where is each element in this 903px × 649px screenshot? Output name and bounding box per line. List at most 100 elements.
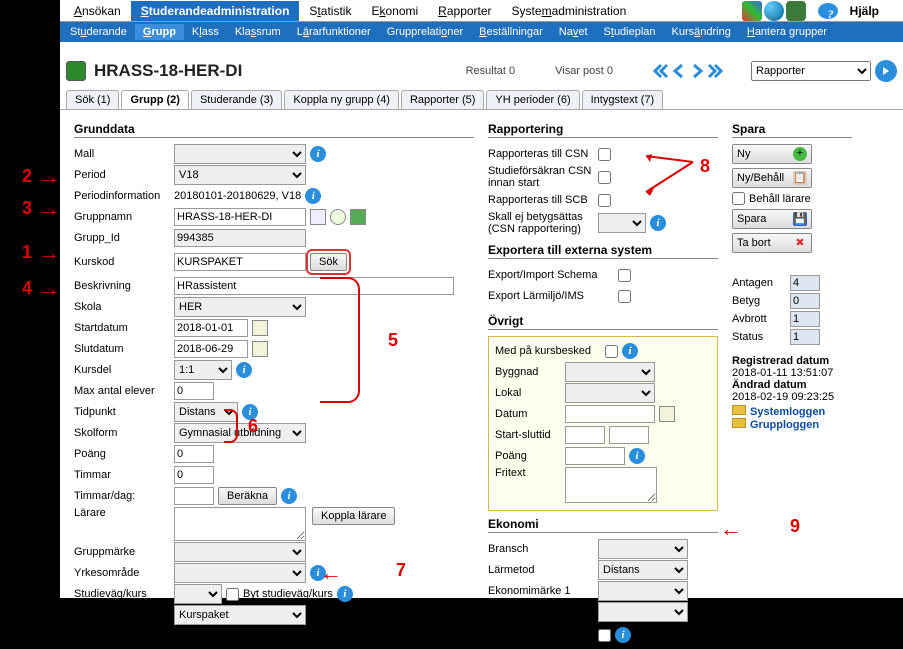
user-icon[interactable] [786,1,806,21]
maxantal-label: Max antal elever [74,385,174,397]
menu-ansokan[interactable]: Ansökan [64,1,131,21]
ny-button[interactable]: Ny+ [732,144,812,164]
submenu-grupprel[interactable]: Grupprelationer [379,24,471,40]
info-icon[interactable]: i [622,343,638,359]
info-icon[interactable]: i [310,146,326,162]
csn-checkbox[interactable] [598,148,611,161]
skolform-select[interactable]: Gymnasial utbildning [174,423,306,443]
info-icon[interactable]: i [281,488,297,504]
timmardag-input[interactable] [174,487,214,505]
skallej-select[interactable] [598,213,646,233]
refresh-icon[interactable] [330,209,346,225]
slut-input[interactable] [609,426,649,444]
larare-textarea[interactable] [174,507,306,541]
ims-checkbox[interactable] [618,290,631,303]
globe-icon[interactable] [764,1,784,21]
submenu-navet[interactable]: Navet [551,24,596,40]
menu-rapporter[interactable]: Rapporter [428,1,501,21]
nav-first-icon[interactable] [653,63,669,79]
slutdatum-input[interactable] [174,340,248,358]
info-icon[interactable]: i [337,586,353,602]
studievag-select[interactable] [174,584,222,604]
maxantal-input[interactable] [174,382,214,400]
berakna-button[interactable]: Beräkna [218,487,277,505]
scb-checkbox[interactable] [598,194,611,207]
submenu-klass[interactable]: Klass [184,24,227,40]
calendar-icon[interactable] [252,341,268,357]
yrkesomrade-select[interactable] [174,563,306,583]
nybehall-button[interactable]: Ny/Behåll📋 [732,168,812,188]
gruppnamn-input[interactable] [174,208,306,226]
beskrivning-input[interactable] [174,277,454,295]
start-input[interactable] [565,426,605,444]
byggnad-select[interactable] [565,362,655,382]
larmetod-select[interactable]: Distans [598,560,688,580]
mall-select[interactable] [174,144,306,164]
bransch-select[interactable] [598,539,688,559]
tab-grupp[interactable]: Grupp (2) [121,90,189,109]
typ-select[interactable]: Kurspaket [174,605,306,625]
copy-icon[interactable] [310,209,326,225]
eko2-select[interactable] [598,602,688,622]
help-link[interactable]: ?Hjälp [808,0,899,24]
info-icon[interactable]: i [305,188,321,204]
sok-button[interactable]: Sök [310,253,347,271]
tab-rapporter[interactable]: Rapporter (5) [401,90,484,109]
datum-input[interactable] [565,405,655,423]
tabort-button[interactable]: Ta bort✖ [732,233,812,253]
flag-icon[interactable] [350,209,366,225]
calendar-icon[interactable] [659,406,675,422]
undantag-checkbox[interactable] [598,629,611,642]
info-icon[interactable]: i [629,448,645,464]
tab-intyg[interactable]: Intygstext (7) [582,90,664,109]
info-icon[interactable]: i [650,215,666,231]
startdatum-input[interactable] [174,319,248,337]
spara-button[interactable]: Spara💾 [732,209,812,229]
go-button[interactable] [875,60,897,82]
lokal-select[interactable] [565,383,655,403]
submenu-klassrum[interactable]: Klassrum [227,24,289,40]
systemlog-link[interactable]: Systemloggen [750,406,825,418]
submenu-studieplan[interactable]: Studieplan [596,24,664,40]
nav-last-icon[interactable] [707,63,723,79]
submenu-kursandring[interactable]: Kursändring [664,24,739,40]
kursbesked-checkbox[interactable] [605,345,618,358]
ovrigt-poang-input[interactable] [565,447,625,465]
menu-ekonomi[interactable]: Ekonomi [361,1,428,21]
calendar-icon[interactable] [252,320,268,336]
skola-select[interactable]: HER [174,297,306,317]
info-icon[interactable]: i [615,627,631,643]
gruppmarke-select[interactable] [174,542,306,562]
menu-studerandeadmin[interactable]: Studerandeadministration [131,1,300,21]
kursdel-select[interactable]: 1:1 [174,360,232,380]
books-icon[interactable] [742,1,762,21]
behall-larare-checkbox[interactable] [732,192,745,205]
menu-statistik[interactable]: Statistik [299,1,361,21]
info-icon[interactable]: i [236,362,252,378]
nav-prev-icon[interactable] [671,63,687,79]
kurskod-input[interactable] [174,253,306,271]
tab-yh[interactable]: YH perioder (6) [486,90,579,109]
timmar-input[interactable] [174,466,214,484]
rapporter-select[interactable]: Rapporter [751,61,871,81]
tab-sok[interactable]: Sök (1) [66,90,119,109]
submenu-lararfunk[interactable]: Lärarfunktioner [289,24,379,40]
submenu-bestallningar[interactable]: Beställningar [471,24,551,40]
nav-next-icon[interactable] [689,63,705,79]
submenu-grupp[interactable]: Grupp [135,24,184,40]
forsakran-checkbox[interactable] [598,171,611,184]
tab-studerande[interactable]: Studerande (3) [191,90,282,109]
schema-checkbox[interactable] [618,269,631,282]
submenu-studerande[interactable]: Studerande [62,24,135,40]
eko1-select[interactable] [598,581,688,601]
fritext-textarea[interactable] [565,467,657,503]
grupplog-link[interactable]: Grupploggen [750,419,819,431]
info-icon[interactable]: i [310,565,326,581]
byt-studievag-checkbox[interactable] [226,588,239,601]
koppla-larare-button[interactable]: Koppla lärare [312,507,395,525]
poang-input[interactable] [174,445,214,463]
menu-systemadmin[interactable]: Systemadministration [502,1,637,21]
tab-koppla[interactable]: Koppla ny grupp (4) [284,90,399,109]
period-select[interactable]: V18 [174,165,306,185]
submenu-hantera[interactable]: Hantera grupper [739,24,835,40]
